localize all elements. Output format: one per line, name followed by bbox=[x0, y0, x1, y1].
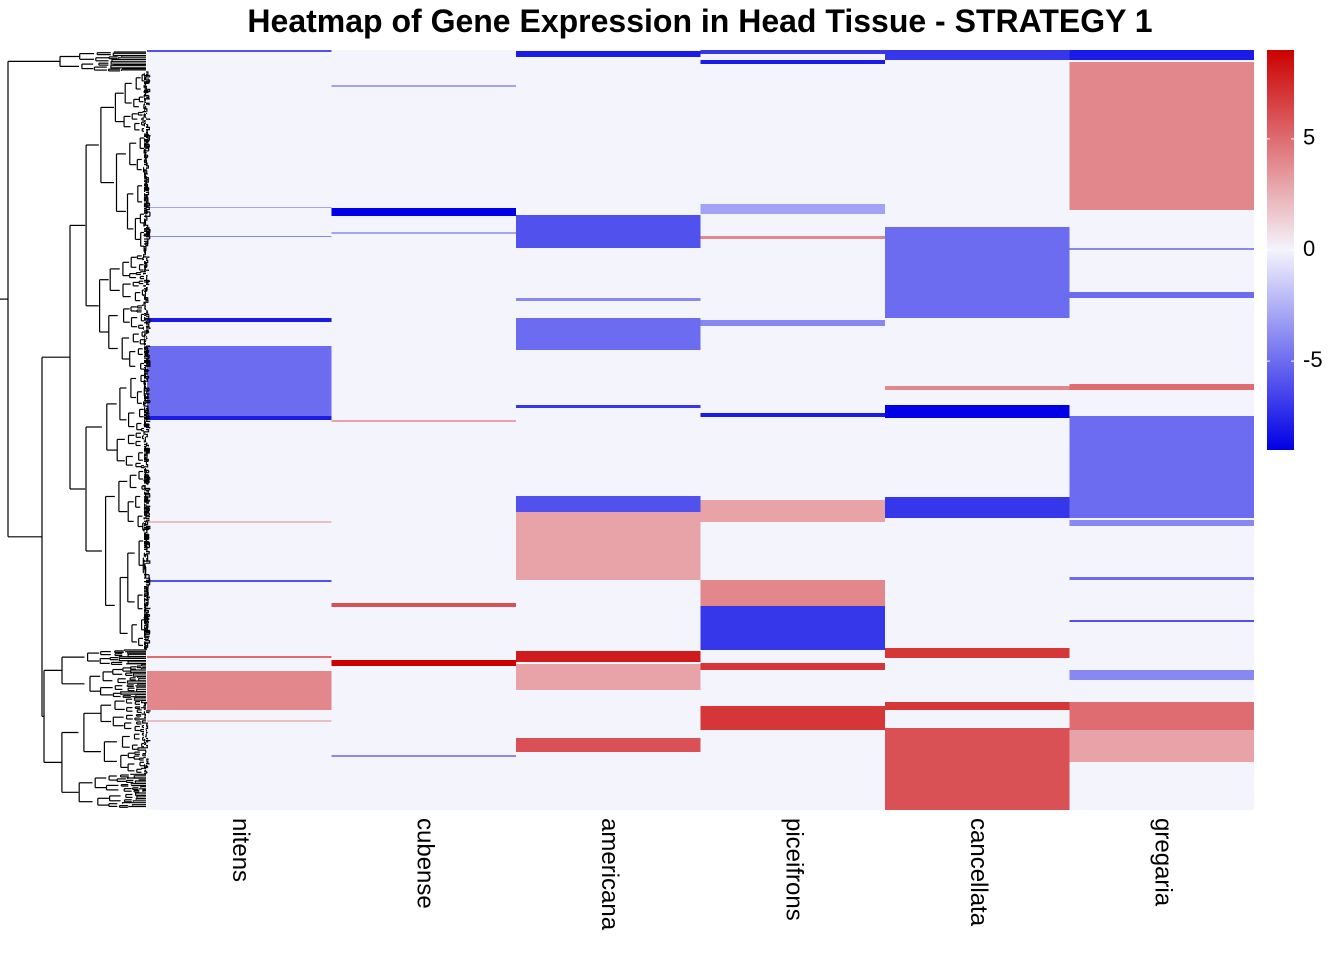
heatmap-block-americana-22 bbox=[516, 405, 701, 408]
heatmap-block-americana-25 bbox=[516, 651, 701, 662]
heatmap-block-piceifrons-28 bbox=[700, 50, 885, 54]
heatmap-block-piceifrons-35 bbox=[700, 580, 885, 606]
heatmap-block-nitens-3 bbox=[147, 318, 332, 322]
heatmap-block-gregaria-51 bbox=[1069, 384, 1254, 390]
heatmap-block-cancellata-39 bbox=[885, 50, 1070, 60]
heatmap-block-piceifrons-38 bbox=[700, 706, 885, 730]
heatmap-block-cancellata-40 bbox=[885, 227, 1070, 318]
colorbar-tick-label: 5 bbox=[1303, 125, 1315, 150]
column-label-gregaria: gregaria bbox=[1149, 818, 1176, 907]
heatmap-block-cubense-15 bbox=[331, 603, 516, 607]
heatmap-block-cubense-16 bbox=[331, 660, 516, 666]
heatmap-block-cubense-13 bbox=[331, 232, 516, 234]
heatmap-block-americana-19 bbox=[516, 215, 701, 248]
heatmap-block-cancellata-45 bbox=[885, 702, 1070, 710]
row-dendrogram bbox=[0, 51, 151, 808]
heatmap-block-gregaria-48 bbox=[1069, 62, 1254, 210]
heatmap-block-nitens-10 bbox=[147, 720, 332, 722]
heatmap-block-gregaria-53 bbox=[1069, 520, 1254, 526]
column-label-americana: americana bbox=[596, 818, 623, 931]
heatmap-block-nitens-1 bbox=[147, 207, 332, 208]
heatmap-block-cubense-17 bbox=[331, 755, 516, 757]
heatmap-block-gregaria-54 bbox=[1069, 577, 1254, 580]
heatmap-block-gregaria-57 bbox=[1069, 702, 1254, 730]
heatmap-block-gregaria-50 bbox=[1069, 292, 1254, 298]
heatmap-block-nitens-6 bbox=[147, 521, 332, 523]
heatmap-block-nitens-4 bbox=[147, 346, 332, 416]
heatmap-block-cancellata-44 bbox=[885, 648, 1070, 658]
heatmap-block-americana-23 bbox=[516, 496, 701, 512]
heatmap-block-americana-26 bbox=[516, 664, 701, 690]
heatmap-block-gregaria-58 bbox=[1069, 730, 1254, 762]
heatmap-block-americana-27 bbox=[516, 738, 701, 752]
heatmap-block-americana-21 bbox=[516, 318, 701, 350]
heatmap-block-nitens-9 bbox=[147, 671, 332, 710]
heatmap-block-cubense-11 bbox=[331, 85, 516, 87]
heatmap-block-americana-18 bbox=[516, 51, 701, 57]
heatmap-block-gregaria-47 bbox=[1069, 50, 1254, 60]
heatmap-block-cancellata-41 bbox=[885, 386, 1070, 390]
column-label-cancellata: cancellata bbox=[965, 818, 992, 927]
colorbar bbox=[1267, 50, 1294, 450]
colorbar-tick-label: -5 bbox=[1303, 347, 1323, 372]
column-label-nitens: nitens bbox=[227, 818, 254, 882]
heatmap-block-cubense-14 bbox=[331, 420, 516, 422]
heatmap-block-cancellata-42 bbox=[885, 405, 1070, 418]
heatmap-block-cancellata-43 bbox=[885, 497, 1070, 518]
chart-title: Heatmap of Gene Expression in Head Tissu… bbox=[247, 3, 1153, 39]
heatmap-block-nitens-0 bbox=[147, 50, 332, 52]
column-label-cubense: cubense bbox=[411, 818, 438, 909]
heatmap-block-nitens-2 bbox=[147, 236, 332, 237]
heatmap-block-piceifrons-29 bbox=[700, 60, 885, 64]
column-label-piceifrons: piceifrons bbox=[780, 818, 807, 921]
heatmap-block-piceifrons-36 bbox=[700, 606, 885, 650]
heatmap-block-nitens-5 bbox=[147, 416, 332, 420]
heatmap-block-piceifrons-31 bbox=[700, 236, 885, 239]
heatmap-block-piceifrons-30 bbox=[700, 204, 885, 214]
colorbar-tick-label: 0 bbox=[1303, 236, 1315, 261]
heatmap-block-piceifrons-37 bbox=[700, 663, 885, 670]
heatmap-block-americana-20 bbox=[516, 298, 701, 301]
heatmap-block-piceifrons-33 bbox=[700, 413, 885, 417]
heatmap-block-nitens-7 bbox=[147, 580, 332, 582]
heatmap-block-gregaria-56 bbox=[1069, 670, 1254, 680]
heatmap-block-piceifrons-34 bbox=[700, 500, 885, 522]
heatmap-block-cubense-12 bbox=[331, 208, 516, 216]
heatmap-block-gregaria-49 bbox=[1069, 248, 1254, 250]
heatmap-block-nitens-8 bbox=[147, 656, 332, 658]
heatmap-block-gregaria-52 bbox=[1069, 416, 1254, 518]
heatmap-block-gregaria-55 bbox=[1069, 620, 1254, 622]
heatmap-block-americana-24 bbox=[516, 512, 701, 580]
heatmap-block-cancellata-46 bbox=[885, 728, 1070, 810]
heatmap-block-piceifrons-32 bbox=[700, 320, 885, 326]
